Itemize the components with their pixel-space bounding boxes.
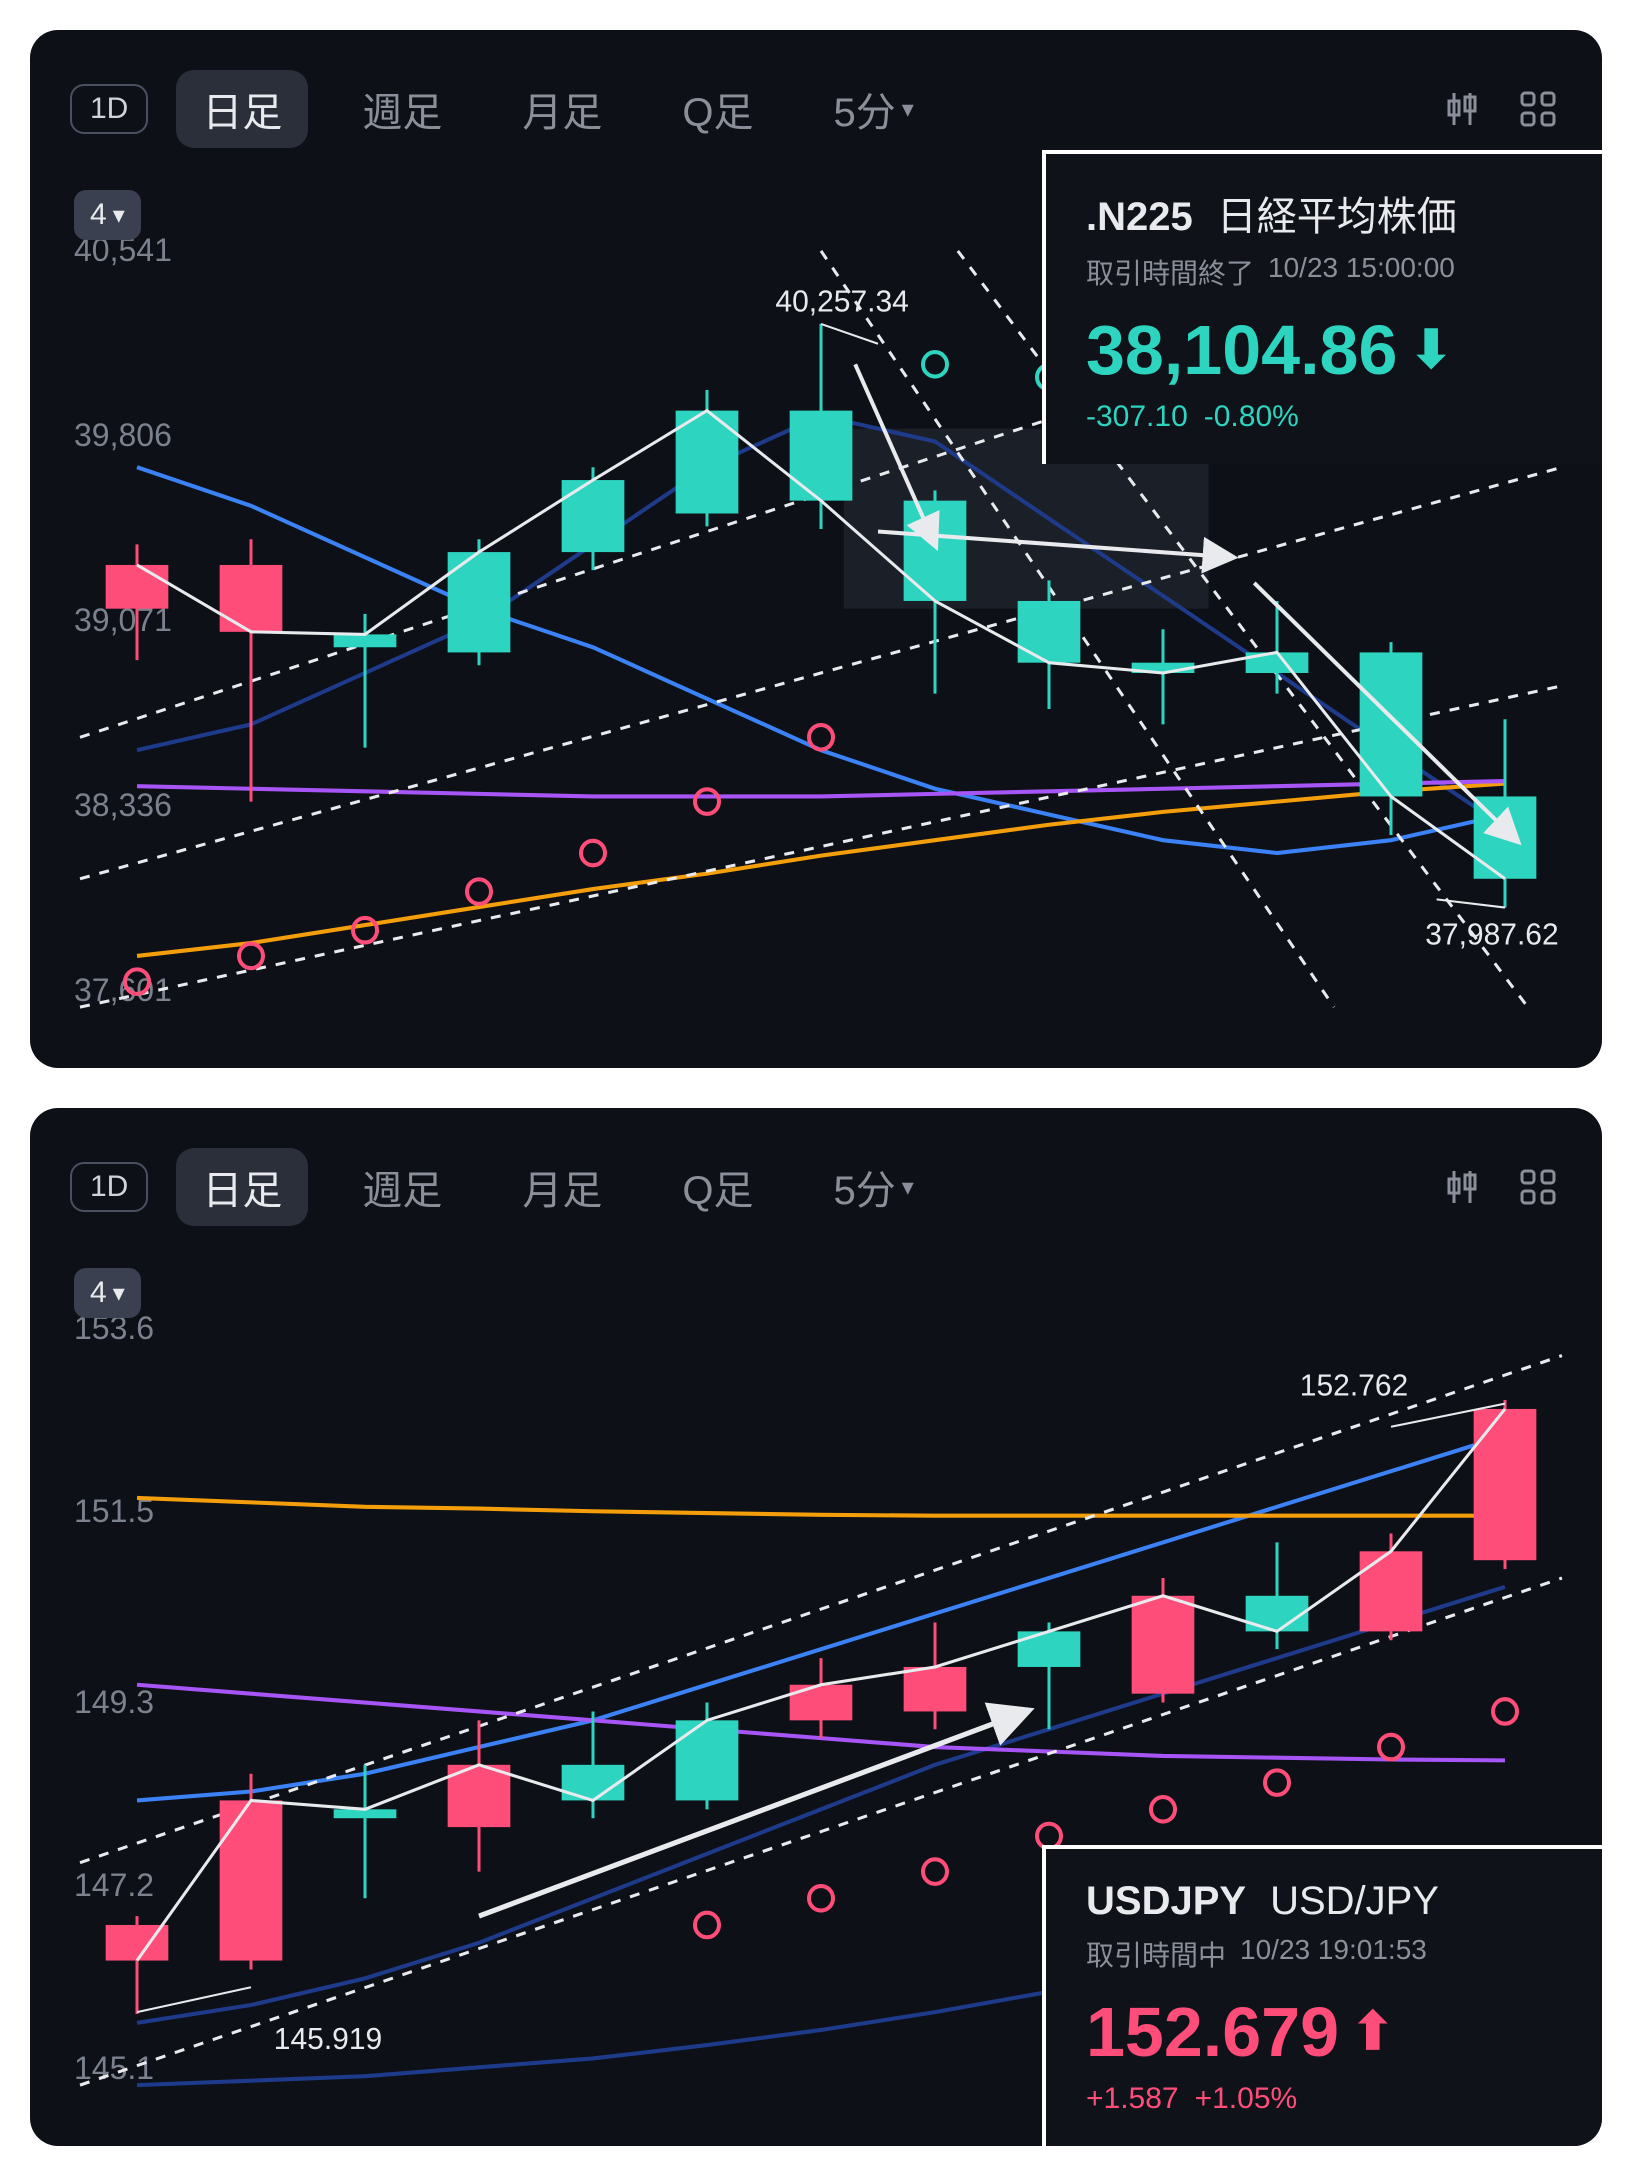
tab-quarter[interactable]: Q足 bbox=[656, 1148, 779, 1226]
tab-weekly[interactable]: 週足 bbox=[336, 70, 468, 148]
market-status: 取引時間中 bbox=[1086, 1934, 1226, 1974]
grid-icon[interactable] bbox=[1514, 1163, 1562, 1211]
ticker-name: 日経平均株価 bbox=[1217, 184, 1457, 242]
chevron-down-icon: ▾ bbox=[902, 95, 914, 124]
indicator-dropdown[interactable]: 4▾ bbox=[74, 190, 141, 240]
svg-text:40,257.34: 40,257.34 bbox=[775, 285, 908, 318]
btn-1d[interactable]: 1D bbox=[70, 84, 148, 134]
quote-box-nikkei: .N225 日経平均株価 取引時間終了 10/23 15:00:00 38,10… bbox=[1042, 150, 1602, 464]
tab-monthly[interactable]: 月足 bbox=[496, 1148, 628, 1226]
change-abs: +1.587 bbox=[1086, 2082, 1179, 2116]
ticker-name: USD/JPY bbox=[1270, 1879, 1439, 1924]
ticker-symbol: .N225 bbox=[1086, 195, 1193, 240]
toolbar: 1D 日足 週足 月足 Q足 5分▾ bbox=[30, 50, 1602, 158]
arrow-down-icon: ⬇ bbox=[1409, 320, 1453, 380]
grid-icon[interactable] bbox=[1514, 85, 1562, 133]
quote-box-usdjpy: USDJPY USD/JPY 取引時間中 10/23 19:01:53 152.… bbox=[1042, 1845, 1602, 2146]
tab-5min[interactable]: 5分▾ bbox=[807, 70, 939, 148]
candlestick-icon[interactable] bbox=[1438, 1163, 1486, 1211]
chevron-down-icon: ▾ bbox=[902, 1173, 914, 1202]
btn-1d[interactable]: 1D bbox=[70, 1162, 148, 1212]
market-status: 取引時間終了 bbox=[1086, 252, 1254, 292]
change-pct: +1.05% bbox=[1195, 2082, 1298, 2116]
toolbar: 1D 日足 週足 月足 Q足 5分▾ bbox=[30, 1128, 1602, 1236]
quote-timestamp: 10/23 15:00:00 bbox=[1268, 252, 1455, 292]
change-pct: -0.80% bbox=[1204, 400, 1299, 434]
svg-text:37,987.62: 37,987.62 bbox=[1425, 918, 1558, 951]
change-abs: -307.10 bbox=[1086, 400, 1188, 434]
svg-text:152.762: 152.762 bbox=[1300, 1369, 1408, 1402]
candlestick-icon[interactable] bbox=[1438, 85, 1486, 133]
usdjpy-panel: 1D 日足 週足 月足 Q足 5分▾ 4▾ 153.6151.5149.3147… bbox=[30, 1108, 1602, 2146]
svg-text:145.919: 145.919 bbox=[274, 2023, 382, 2056]
last-price: 152.679 bbox=[1086, 1992, 1339, 2072]
tab-daily[interactable]: 日足 bbox=[176, 1148, 308, 1226]
tab-monthly[interactable]: 月足 bbox=[496, 70, 628, 148]
tab-5min[interactable]: 5分▾ bbox=[807, 1148, 939, 1226]
last-price: 38,104.86 bbox=[1086, 310, 1397, 390]
quote-timestamp: 10/23 19:01:53 bbox=[1240, 1934, 1427, 1974]
nikkei-panel: 1D 日足 週足 月足 Q足 5分▾ 4▾ 40,54139,80639,071… bbox=[30, 30, 1602, 1068]
chevron-down-icon: ▾ bbox=[113, 201, 125, 230]
indicator-dropdown[interactable]: 4▾ bbox=[74, 1268, 141, 1318]
arrow-up-icon: ⬆ bbox=[1351, 2002, 1395, 2062]
ticker-symbol: USDJPY bbox=[1086, 1879, 1246, 1924]
tab-quarter[interactable]: Q足 bbox=[656, 70, 779, 148]
tab-daily[interactable]: 日足 bbox=[176, 70, 308, 148]
chevron-down-icon: ▾ bbox=[113, 1279, 125, 1308]
tab-weekly[interactable]: 週足 bbox=[336, 1148, 468, 1226]
